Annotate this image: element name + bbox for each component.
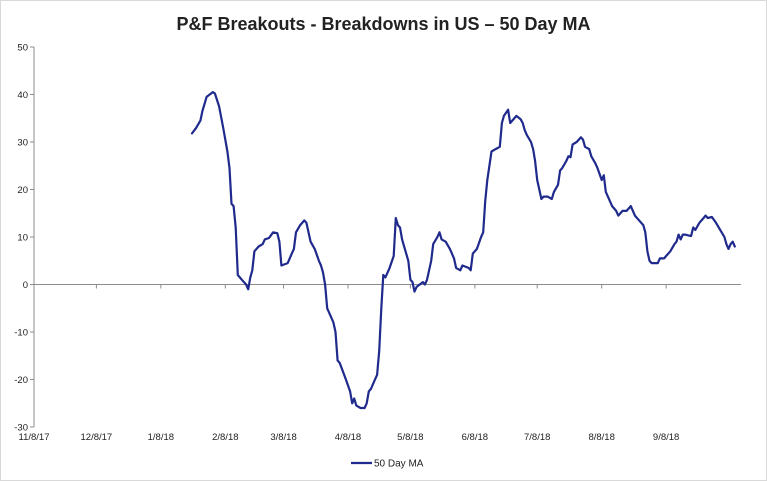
- y-tick-label: -20: [14, 375, 28, 386]
- y-tick-label: 0: [23, 280, 28, 291]
- x-tick-label: 6/8/18: [462, 432, 488, 443]
- chart-title: P&F Breakouts - Breakdowns in US – 50 Da…: [176, 14, 591, 34]
- x-tick-label: 5/8/18: [397, 432, 423, 443]
- x-tick-label: 12/8/17: [81, 432, 113, 443]
- x-axis-ticks: 11/8/17 12/8/17 1/8/18 2/8/18 3/8/18 4/8/18 5/…: [19, 284, 679, 443]
- x-tick-label: 3/8/18: [270, 432, 296, 443]
- x-tick-label: 2/8/18: [212, 432, 238, 443]
- x-tick-label: 9/8/18: [653, 432, 679, 443]
- y-axis-ticks: 50 40 30 20 10 0 -10 -20 -30: [14, 43, 34, 434]
- y-tick-label: 40: [17, 90, 28, 101]
- series-line: [190, 91, 736, 410]
- y-tick-label: 20: [17, 185, 28, 196]
- x-tick-label: 1/8/18: [148, 432, 174, 443]
- chart-axes: [33, 47, 741, 427]
- x-tick-label: 7/8/18: [524, 432, 550, 443]
- legend: 50 Day MA: [351, 459, 424, 470]
- x-tick-label: 8/8/18: [588, 432, 614, 443]
- y-tick-label: 10: [17, 233, 28, 244]
- series-group: [190, 91, 736, 410]
- x-tick-label: 11/8/17: [19, 432, 50, 443]
- y-tick-label: -10: [14, 328, 28, 339]
- y-tick-label: 50: [17, 43, 28, 54]
- legend-label: 50 Day MA: [374, 459, 424, 470]
- y-tick-label: 30: [17, 138, 28, 149]
- x-tick-label: 4/8/18: [335, 432, 361, 443]
- y-tick-label: -30: [14, 423, 28, 434]
